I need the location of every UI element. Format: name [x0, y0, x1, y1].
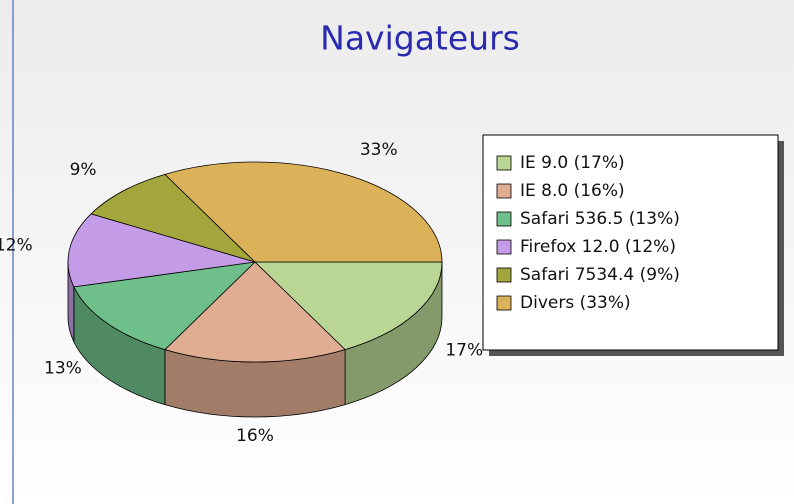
legend-swatch: [496, 211, 512, 227]
legend-items: IE 9.0 (17%) IE 8.0 (16%) Safari 536.5 (13…: [496, 153, 680, 313]
legend: [482, 134, 779, 351]
legend-swatch: [496, 239, 512, 255]
data-label: 12%: [0, 236, 33, 256]
legend-swatch: [496, 155, 512, 171]
data-label: 16%: [236, 426, 274, 446]
legend-label: Firefox 12.0 (12%): [520, 237, 676, 257]
legend-label: Safari 7534.4 (9%): [520, 265, 680, 285]
slice: [90, 173, 256, 263]
legend-label: Safari 536.5 (13%): [520, 209, 680, 229]
slice: [73, 261, 257, 351]
legend-label: Divers (33%): [520, 293, 631, 313]
slice: [254, 261, 443, 351]
legend-swatch: [496, 267, 512, 283]
data-label: 13%: [44, 359, 82, 379]
data-label: 33%: [360, 140, 398, 160]
legend-label: IE 9.0 (17%): [520, 153, 625, 173]
legend-swatch: [496, 295, 512, 311]
legend-swatch: [496, 183, 512, 199]
data-label: 17%: [445, 341, 483, 361]
slice: [164, 161, 443, 263]
slice: [164, 261, 346, 363]
data-label: 9%: [70, 160, 97, 180]
legend-label: IE 8.0 (16%): [520, 181, 625, 201]
slice: [67, 213, 256, 288]
pie: 17% 16% 13% 12% 9% 33%: [0, 140, 483, 446]
chart-title: Navigateurs: [320, 19, 520, 58]
